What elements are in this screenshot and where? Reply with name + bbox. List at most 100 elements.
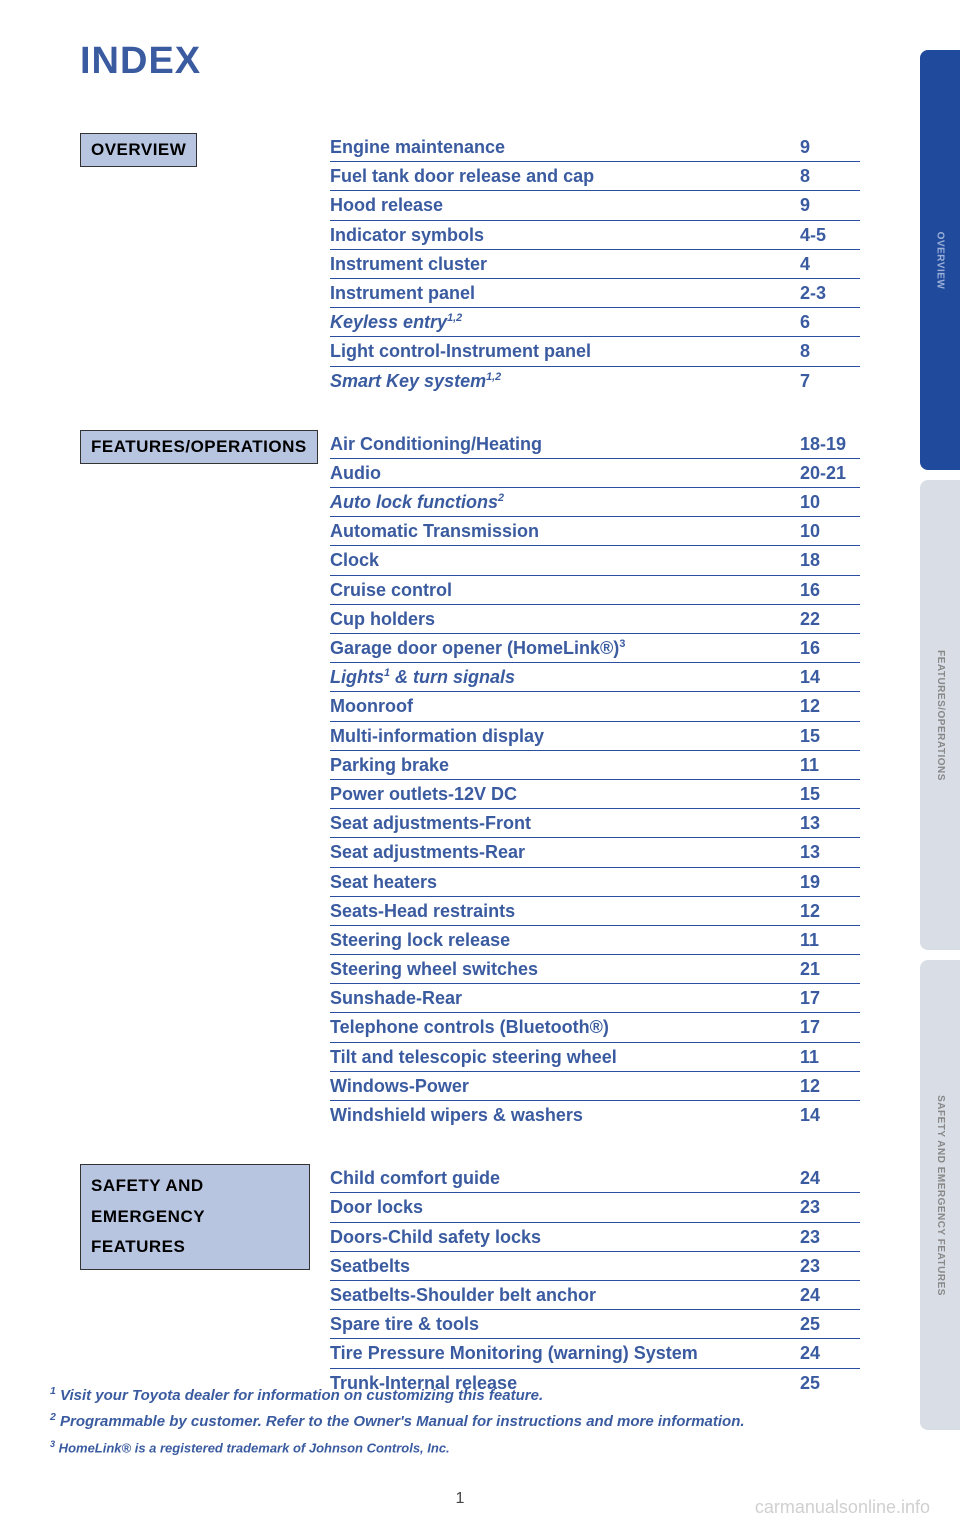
index-entry: Telephone controls (Bluetooth®)17 — [330, 1013, 860, 1042]
entry-label: Smart Key system1,2 — [330, 369, 790, 394]
entry-label: Audio — [330, 461, 790, 486]
entry-label: Seats-Head restraints — [330, 899, 790, 924]
entry-label: Seat heaters — [330, 870, 790, 895]
tab-safety-emergency[interactable]: SAFETY AND EMERGENCY FEATURES — [920, 960, 960, 1430]
index-entry: Lights1 & turn signals14 — [330, 663, 860, 692]
entry-label: Seatbelts-Shoulder belt anchor — [330, 1283, 790, 1308]
entry-label: Steering lock release — [330, 928, 790, 953]
section-label: SAFETY ANDEMERGENCY FEATURES — [80, 1164, 310, 1270]
tab-features-operations[interactable]: FEATURES/OPERATIONS — [920, 480, 960, 950]
index-entry: Power outlets-12V DC15 — [330, 780, 860, 809]
footnote: 1 Visit your Toyota dealer for informati… — [50, 1384, 860, 1406]
entry-label: Multi-information display — [330, 724, 790, 749]
entry-label: Seat adjustments-Rear — [330, 840, 790, 865]
entry-page: 11 — [790, 753, 860, 778]
index-entry: Parking brake11 — [330, 751, 860, 780]
entry-label: Telephone controls (Bluetooth®) — [330, 1015, 790, 1040]
entry-page: 17 — [790, 1015, 860, 1040]
index-entry: Seats-Head restraints12 — [330, 897, 860, 926]
entry-page: 25 — [790, 1312, 860, 1337]
entry-page: 14 — [790, 665, 860, 690]
index-section: SAFETY ANDEMERGENCY FEATURESChild comfor… — [80, 1164, 860, 1397]
entry-page: 22 — [790, 607, 860, 632]
entry-label: Indicator symbols — [330, 223, 790, 248]
entry-page: 7 — [790, 369, 860, 394]
entry-label: Power outlets-12V DC — [330, 782, 790, 807]
index-entry: Seatbelts23 — [330, 1252, 860, 1281]
entry-label: Instrument cluster — [330, 252, 790, 277]
entry-label: Automatic Transmission — [330, 519, 790, 544]
index-entry: Multi-information display15 — [330, 722, 860, 751]
entry-label: Clock — [330, 548, 790, 573]
index-entry: Cup holders22 — [330, 605, 860, 634]
section-label-box: OVERVIEW — [80, 133, 197, 167]
index-entry: Instrument cluster4 — [330, 250, 860, 279]
index-entry: Cruise control16 — [330, 576, 860, 605]
entry-page: 12 — [790, 694, 860, 719]
entries-list: Child comfort guide24Door locks23Doors-C… — [330, 1164, 860, 1397]
entry-label: Windows-Power — [330, 1074, 790, 1099]
index-entry: Steering lock release11 — [330, 926, 860, 955]
index-entry: Auto lock functions210 — [330, 488, 860, 517]
watermark: carmanualsonline.info — [755, 1497, 930, 1518]
entry-page: 4-5 — [790, 223, 860, 248]
entry-page: 9 — [790, 193, 860, 218]
section-label: OVERVIEW — [80, 133, 310, 167]
entry-page: 24 — [790, 1283, 860, 1308]
page-content: INDEX OVERVIEWEngine maintenance9Fuel ta… — [0, 0, 920, 1536]
entry-label: Lights1 & turn signals — [330, 665, 790, 690]
tab-label: FEATURES/OPERATIONS — [935, 650, 946, 781]
section-label-box: FEATURES/OPERATIONS — [80, 430, 318, 464]
index-entry: Door locks23 — [330, 1193, 860, 1222]
entry-label: Air Conditioning/Heating — [330, 432, 790, 457]
index-entry: Spare tire & tools25 — [330, 1310, 860, 1339]
index-entry: Tilt and telescopic steering wheel11 — [330, 1043, 860, 1072]
index-entry: Windshield wipers & washers14 — [330, 1101, 860, 1129]
entry-page: 15 — [790, 724, 860, 749]
index-entry: Moonroof12 — [330, 692, 860, 721]
entry-page: 8 — [790, 164, 860, 189]
entry-label: Instrument panel — [330, 281, 790, 306]
entry-label: Child comfort guide — [330, 1166, 790, 1191]
index-entry: Hood release9 — [330, 191, 860, 220]
entry-label: Parking brake — [330, 753, 790, 778]
entry-label: Auto lock functions2 — [330, 490, 790, 515]
index-entry: Seat adjustments-Front13 — [330, 809, 860, 838]
entry-page: 16 — [790, 578, 860, 603]
entry-page: 10 — [790, 490, 860, 515]
entry-page: 24 — [790, 1166, 860, 1191]
entry-label: Windshield wipers & washers — [330, 1103, 790, 1128]
entries-list: Engine maintenance9Fuel tank door releas… — [330, 133, 860, 395]
footnote: 3 HomeLink® is a registered trademark of… — [50, 1438, 860, 1457]
tab-label: SAFETY AND EMERGENCY FEATURES — [935, 1095, 946, 1296]
entry-page: 20-21 — [790, 461, 860, 486]
index-section: OVERVIEWEngine maintenance9Fuel tank doo… — [80, 133, 860, 395]
entry-page: 23 — [790, 1195, 860, 1220]
index-entry: Engine maintenance9 — [330, 133, 860, 162]
index-entry: Indicator symbols4-5 — [330, 221, 860, 250]
index-entry: Child comfort guide24 — [330, 1164, 860, 1193]
index-entry: Seatbelts-Shoulder belt anchor24 — [330, 1281, 860, 1310]
entry-label: Spare tire & tools — [330, 1312, 790, 1337]
entry-page: 4 — [790, 252, 860, 277]
entry-page: 11 — [790, 928, 860, 953]
index-entry: Doors-Child safety locks23 — [330, 1223, 860, 1252]
entry-label: Seat adjustments-Front — [330, 811, 790, 836]
entry-page: 17 — [790, 986, 860, 1011]
entry-page: 23 — [790, 1254, 860, 1279]
entry-label: Cruise control — [330, 578, 790, 603]
entry-page: 12 — [790, 899, 860, 924]
entry-page: 11 — [790, 1045, 860, 1070]
tab-overview[interactable]: OVERVIEW — [920, 50, 960, 470]
index-entry: Smart Key system1,27 — [330, 367, 860, 395]
entry-label: Cup holders — [330, 607, 790, 632]
entry-label: Tilt and telescopic steering wheel — [330, 1045, 790, 1070]
entry-page: 13 — [790, 811, 860, 836]
entry-page: 6 — [790, 310, 860, 335]
index-entry: Clock18 — [330, 546, 860, 575]
entry-label: Engine maintenance — [330, 135, 790, 160]
entries-list: Air Conditioning/Heating18-19Audio20-21A… — [330, 430, 860, 1130]
entry-page: 16 — [790, 636, 860, 661]
entry-page: 23 — [790, 1225, 860, 1250]
index-entry: Steering wheel switches21 — [330, 955, 860, 984]
